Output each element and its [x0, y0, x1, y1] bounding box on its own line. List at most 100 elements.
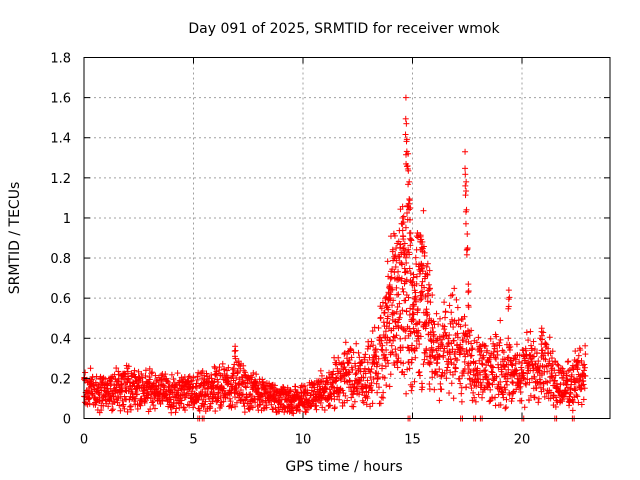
data-point — [121, 376, 128, 383]
data-point — [232, 394, 239, 401]
data-point — [134, 391, 141, 398]
data-point — [410, 325, 417, 332]
data-point — [582, 351, 589, 358]
data-point — [268, 401, 275, 408]
data-point — [509, 395, 516, 402]
data-point — [512, 356, 519, 363]
data-point — [434, 371, 441, 378]
x-tick-label: 15 — [404, 433, 421, 448]
data-point — [415, 327, 422, 334]
data-point — [389, 286, 396, 293]
data-point — [408, 342, 415, 349]
data-point — [266, 397, 273, 404]
data-point — [440, 354, 447, 361]
data-point — [341, 364, 348, 371]
data-point — [385, 360, 392, 367]
y-tick-label: 0.4 — [50, 332, 71, 347]
data-point — [523, 381, 530, 388]
data-point — [395, 253, 402, 260]
data-point — [405, 294, 412, 301]
data-point — [419, 384, 426, 391]
data-point — [186, 373, 193, 380]
data-point — [116, 402, 123, 409]
data-point — [309, 380, 316, 387]
data-point — [389, 349, 396, 356]
data-point — [430, 346, 437, 353]
data-point — [342, 366, 349, 373]
data-point — [480, 354, 487, 361]
data-point — [393, 308, 400, 315]
data-point — [395, 291, 402, 298]
data-point — [523, 329, 530, 336]
data-point — [431, 386, 438, 393]
data-point — [530, 338, 537, 345]
data-point — [405, 345, 412, 352]
data-point — [559, 398, 566, 405]
data-point — [576, 376, 583, 383]
data-point — [368, 338, 375, 345]
data-point — [454, 304, 461, 311]
data-point — [487, 386, 494, 393]
data-point — [249, 404, 256, 411]
data-point — [276, 397, 283, 404]
data-point — [402, 328, 409, 335]
data-point — [377, 400, 384, 407]
data-point — [120, 401, 127, 408]
data-point — [125, 363, 132, 370]
data-point — [321, 407, 328, 414]
data-point — [446, 332, 453, 339]
data-point — [422, 270, 429, 277]
data-point — [457, 380, 464, 387]
data-point — [556, 387, 563, 394]
data-point — [399, 220, 406, 227]
data-point — [399, 261, 406, 268]
data-point — [501, 356, 508, 363]
data-point — [142, 367, 149, 374]
data-point — [375, 324, 382, 331]
data-point — [419, 278, 426, 285]
data-point — [569, 407, 576, 414]
data-point — [165, 379, 172, 386]
data-point — [199, 368, 206, 375]
data-point — [502, 364, 509, 371]
data-point — [407, 328, 414, 335]
data-point — [424, 298, 431, 305]
data-point — [402, 297, 409, 304]
data-point — [412, 354, 419, 361]
data-point — [497, 378, 504, 385]
x-tick-label: 10 — [295, 433, 312, 448]
data-point — [466, 366, 473, 373]
data-point — [494, 351, 501, 358]
data-point — [525, 396, 532, 403]
data-point — [409, 310, 416, 317]
data-point — [353, 340, 360, 347]
data-point — [146, 376, 153, 383]
data-point — [418, 262, 425, 269]
data-point — [428, 317, 435, 324]
data-point — [313, 406, 320, 413]
data-point — [409, 383, 416, 390]
data-point — [317, 367, 324, 374]
data-point — [411, 378, 418, 385]
data-point — [256, 401, 263, 408]
data-point — [546, 334, 553, 341]
data-point — [406, 251, 413, 258]
data-point — [408, 356, 415, 363]
data-point — [397, 241, 404, 248]
data-point — [454, 356, 461, 363]
data-point — [320, 389, 327, 396]
data-point — [337, 376, 344, 383]
data-point — [527, 392, 534, 399]
data-point — [403, 276, 410, 283]
data-point — [403, 136, 410, 143]
data-point — [178, 397, 185, 404]
data-point — [87, 365, 94, 372]
data-point — [403, 308, 410, 315]
data-point — [562, 387, 569, 394]
data-point — [345, 368, 352, 375]
data-point — [497, 361, 504, 368]
data-point — [450, 324, 457, 331]
data-point — [568, 371, 575, 378]
data-point — [370, 342, 377, 349]
